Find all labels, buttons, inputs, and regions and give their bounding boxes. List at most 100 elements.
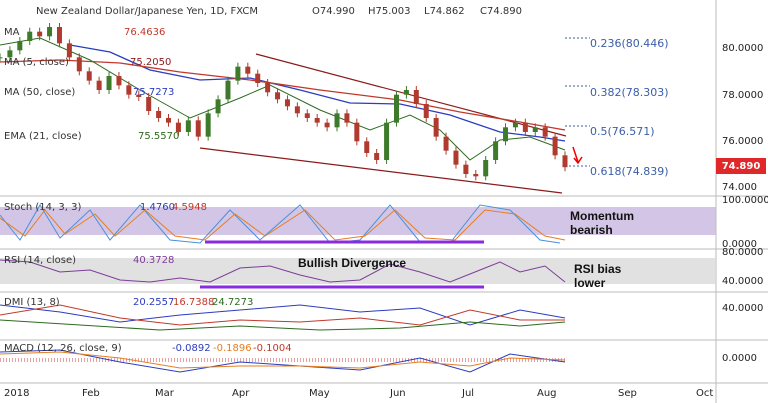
candle <box>453 150 459 165</box>
candle <box>27 31 33 42</box>
indicator-name: DMI (13, 8) <box>4 297 60 308</box>
indicator-value: 16.7388 <box>173 297 214 308</box>
indicator-name: MA (50, close) <box>4 87 75 98</box>
price-axis-label: 76.0000 <box>722 136 763 147</box>
candle <box>215 99 221 114</box>
rsi-line <box>0 259 566 283</box>
candle <box>7 50 13 58</box>
candle <box>503 127 509 142</box>
candle <box>245 66 251 74</box>
candle <box>146 96 152 111</box>
stoch-d <box>0 209 566 241</box>
candle <box>284 99 290 107</box>
candle <box>96 80 102 90</box>
candle <box>512 122 518 128</box>
candle <box>314 117 320 123</box>
candle <box>205 113 211 137</box>
candle <box>116 75 122 86</box>
fib-label: 0.382(78.303) <box>590 86 669 99</box>
ema21 <box>0 37 566 161</box>
ma <box>0 59 566 131</box>
indicator-value: -0.1896 <box>213 343 252 354</box>
candle <box>562 155 568 168</box>
indicator-value: 75.7273 <box>133 87 174 98</box>
month-label: Sep <box>618 388 637 399</box>
candle <box>0 57 3 59</box>
candle <box>265 82 271 93</box>
candle <box>324 122 330 128</box>
dmi-adx <box>0 319 566 331</box>
price-axis-label: 78.0000 <box>722 90 763 101</box>
annotation: bearish <box>570 223 613 237</box>
indicator-value: 1.4760 <box>140 202 175 213</box>
indicator-value: 40.3728 <box>133 255 174 266</box>
header-low: L74.862 <box>424 6 465 17</box>
header-open: O74.990 <box>312 6 355 17</box>
stoch-axis-label: 0.0000 <box>722 239 757 250</box>
candle <box>532 127 538 132</box>
indicator-value: 24.7273 <box>212 297 253 308</box>
month-label: Apr <box>232 388 250 399</box>
candle <box>522 122 528 132</box>
candle <box>334 113 340 128</box>
rsi-axis-label: 80.0000 <box>722 247 763 258</box>
price-tag-label: 74.890 <box>722 161 761 172</box>
indicator-value: 75.2050 <box>130 57 171 68</box>
candle <box>235 66 241 81</box>
candle <box>225 80 231 100</box>
channel <box>199 53 567 194</box>
header-high: H75.003 <box>368 6 411 17</box>
month-label: Jun <box>389 388 406 399</box>
price-axis-label: 74.000 <box>722 182 757 193</box>
candle <box>542 127 548 137</box>
candle <box>433 117 439 137</box>
price-axis-label: 80.0000 <box>722 43 763 54</box>
month-label: Aug <box>537 388 557 399</box>
candle <box>86 71 92 81</box>
candle <box>294 106 300 114</box>
dmi-axis-label: 40.0000 <box>722 303 763 314</box>
stoch-band <box>0 207 716 235</box>
candle <box>175 122 181 132</box>
candle <box>443 136 449 151</box>
candle <box>493 141 499 160</box>
candle <box>185 120 191 132</box>
candle <box>473 173 479 177</box>
candle <box>304 113 310 118</box>
month-label: Feb <box>82 388 100 399</box>
candle <box>106 75 112 90</box>
fib-label: 0.5(76.571) <box>590 125 655 138</box>
candle <box>275 92 281 100</box>
candle <box>255 73 261 83</box>
indicator-value: 20.2557 <box>133 297 174 308</box>
candle <box>47 27 53 37</box>
candle <box>76 57 82 72</box>
candle <box>403 89 409 95</box>
fib-label: 0.236(80.446) <box>590 37 669 50</box>
candle <box>126 85 132 95</box>
indicator-value: 4.5948 <box>172 202 207 213</box>
indicator-value: -0.1004 <box>253 343 292 354</box>
indicator-value: -0.0892 <box>172 343 211 354</box>
macd-axis-label: 0.0000 <box>722 353 757 364</box>
fib-lines <box>565 37 590 167</box>
divergence-lines <box>200 240 484 289</box>
candle <box>37 31 43 37</box>
macd-signal <box>0 351 566 369</box>
dmi-plus <box>0 304 566 326</box>
candle <box>413 89 419 104</box>
candle <box>552 136 558 156</box>
month-label: 2018 <box>4 388 29 399</box>
candle <box>156 110 162 118</box>
candle <box>483 159 489 177</box>
header-title: New Zealand Dollar/Japanese Yen, 1D, FXC… <box>36 6 258 17</box>
candle <box>354 122 360 142</box>
candle <box>463 164 469 174</box>
header-close: C74.890 <box>480 6 522 17</box>
month-label: Mar <box>155 388 175 399</box>
month-label: Oct <box>696 388 713 399</box>
annotation: Bullish Divergence <box>298 256 406 270</box>
dmi-minus <box>0 304 565 326</box>
